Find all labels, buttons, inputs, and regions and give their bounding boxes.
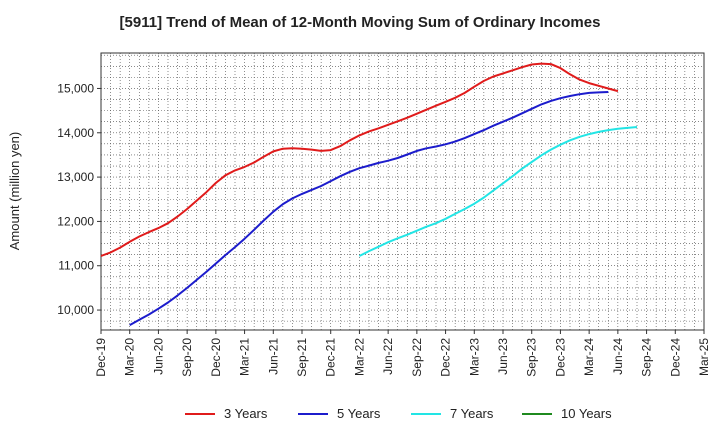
x-tick-label: Dec-21	[324, 338, 338, 377]
series-line-7-years	[358, 126, 638, 257]
x-tick-label: Sep-24	[640, 338, 654, 377]
series-line-5-years	[129, 91, 609, 326]
series-line-3-years	[100, 62, 619, 257]
x-tick-label: Mar-21	[238, 338, 252, 376]
x-tick-label: Dec-23	[553, 338, 567, 377]
y-tick-label: 12,000	[57, 214, 94, 228]
x-tick-label: Jun-21	[266, 338, 280, 375]
x-tick-label: Mar-24	[582, 338, 596, 376]
legend-label: 10 Years	[561, 406, 612, 421]
y-tick-label: 15,000	[57, 81, 94, 95]
legend-label: 3 Years	[224, 406, 268, 421]
chart-title: [5911] Trend of Mean of 12-Month Moving …	[119, 14, 601, 31]
y-tick-label: 14,000	[57, 126, 94, 140]
x-tick-label: Dec-24	[668, 338, 682, 377]
x-tick-label: Jun-24	[611, 338, 625, 375]
legend-label: 7 Years	[450, 406, 494, 421]
x-tick-label: Sep-20	[180, 338, 194, 377]
y-axis-label: Amount (million yen)	[7, 132, 22, 251]
x-tick-label: Mar-25	[697, 338, 711, 376]
y-tick-label: 13,000	[57, 170, 94, 184]
x-tick-label: Sep-21	[295, 338, 309, 377]
x-tick-label: Dec-20	[209, 338, 223, 377]
x-tick-label: Jun-22	[381, 338, 395, 375]
plot-area	[100, 52, 705, 331]
x-tick-label: Jun-20	[151, 338, 165, 375]
x-tick-label: Mar-23	[467, 338, 481, 376]
x-tick-label: Dec-19	[94, 338, 108, 377]
x-tick-label: Sep-23	[525, 338, 539, 377]
x-tick-label: Mar-20	[123, 338, 137, 376]
x-tick-label: Dec-22	[439, 338, 453, 377]
x-tick-label: Mar-22	[352, 338, 366, 376]
y-tick-label: 10,000	[57, 303, 94, 317]
legend-label: 5 Years	[337, 406, 381, 421]
x-tick-label: Sep-22	[410, 338, 424, 377]
x-tick-label: Jun-23	[496, 338, 510, 375]
legend: 3 Years 5 Years 7 Years 10 Years	[185, 406, 612, 421]
axis-layer: 10,000 11,000 12,000 13,000 14,000 15,000 Dec-…	[57, 81, 711, 376]
y-tick-label: 11,000	[58, 259, 94, 273]
series-layer	[100, 62, 638, 326]
